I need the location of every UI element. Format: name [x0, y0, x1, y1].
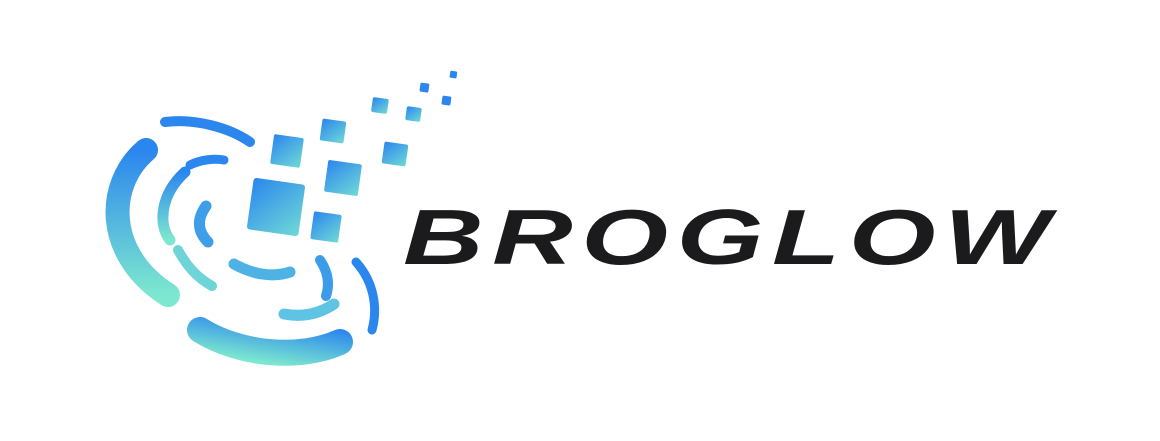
pixel-9 [441, 95, 452, 106]
pixel-7 [405, 106, 422, 122]
middle-arc-top [185, 154, 229, 170]
pixel-2 [324, 160, 362, 196]
outer-arc-right [351, 257, 380, 335]
pixel-3 [310, 211, 342, 243]
inner-arc-bottom [228, 258, 296, 281]
middle-arc-right [315, 255, 333, 301]
wordmark-text: BROGLOW [403, 193, 1059, 275]
pixel-10 [449, 70, 458, 79]
inner-arc-left [194, 200, 214, 248]
outer-arc-left [105, 138, 180, 307]
middle-arc-bottom-left [173, 245, 217, 291]
pixel-5 [381, 141, 409, 167]
broglow-wordmark: BROGLOW [403, 193, 1059, 275]
pixel-large [247, 178, 305, 236]
outer-arc-bottom [187, 317, 353, 366]
outer-arc-top [160, 116, 255, 147]
pixel-1 [270, 134, 304, 168]
pixel-6 [371, 97, 389, 114]
pixel-8 [419, 82, 430, 93]
middle-arc-left [157, 166, 191, 246]
middle-arc-bottom [278, 298, 340, 321]
pixel-4 [319, 118, 347, 144]
signal-ripple-emblem-icon [105, 70, 458, 366]
